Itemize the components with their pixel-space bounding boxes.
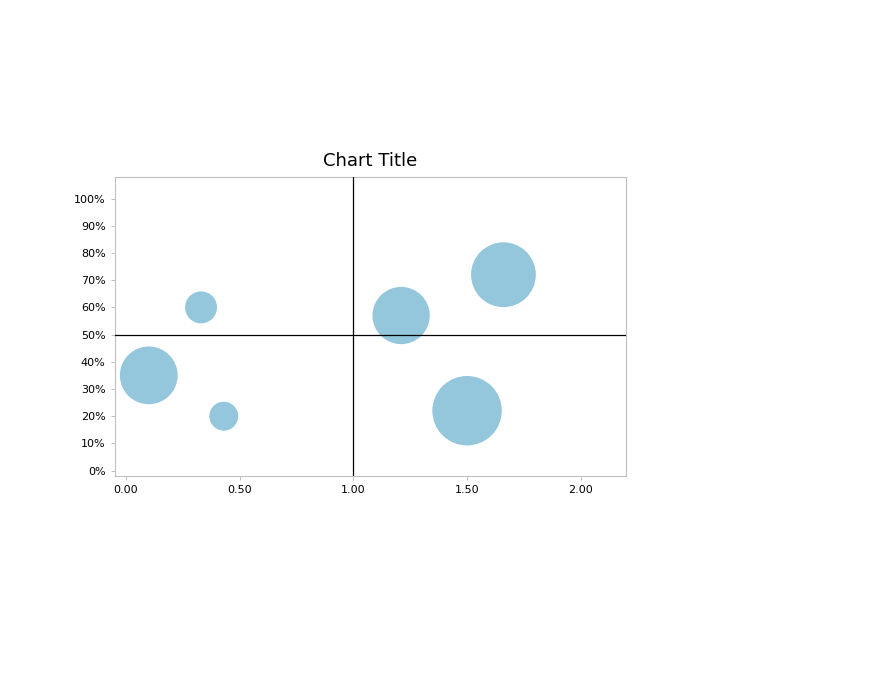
Point <box>460 405 475 416</box>
Point <box>217 411 231 422</box>
Point <box>142 370 156 381</box>
Point <box>394 310 408 321</box>
Title: Chart Title: Chart Title <box>324 152 417 170</box>
Point <box>194 302 208 313</box>
Point <box>497 269 511 280</box>
